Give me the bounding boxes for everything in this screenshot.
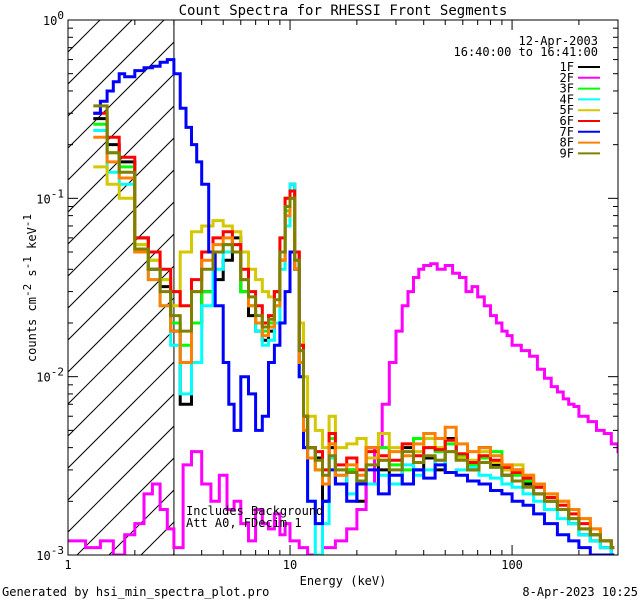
attenuator-hatch-region [68,20,174,555]
footer-generated-by: Generated by hsi_min_spectra_plot.pro [2,585,269,599]
x-axis-label: Energy (keV) [300,574,387,588]
hatch-line [68,73,174,181]
y-tick-label: 100 [43,9,64,28]
hatch-line [68,20,101,53]
hatch-line [68,201,174,309]
hatch-line [68,233,174,341]
series-line-5F [93,165,615,550]
legend-label-3F: 3F [560,82,574,96]
observation-time-range: 16:40:00 to 16:41:00 [454,45,599,59]
y-axis-label-sup2: -1 [21,256,34,269]
hatch-line [68,393,174,501]
series-line-8F [93,135,615,550]
legend-label-4F: 4F [560,92,574,106]
hatch-line [68,20,133,85]
annotation-background: Includes Background [186,504,323,518]
x-tick-label: 10 [283,558,297,572]
hatch-line [68,20,165,117]
y-tick-label: 10-1 [36,187,64,206]
y-tick-label: 10-3 [36,544,64,563]
x-tick-label: 100 [501,558,523,572]
x-tick-label: 1 [64,558,71,572]
hatch-line [68,265,174,373]
legend-label-7F: 7F [560,125,574,139]
series-line-2F [68,262,618,555]
y-axis-label-sup1: -2 [21,284,34,297]
y-axis-label-end: keV [25,227,39,256]
y-axis-label-sup3: -1 [21,214,34,227]
legend-label-2F: 2F [560,71,574,85]
legend-label-9F: 9F [560,146,574,160]
series-line-9F [93,104,615,550]
axis-layer: 1 10 100 100 10-1 10-2 10-3 [36,9,619,572]
footer-timestamp: 8-Apr-2023 10:25 [522,585,638,599]
plot-frame [67,19,619,556]
annotation-attenuator: Att A0, FDecim 1 [186,516,302,530]
hatch-line [68,425,174,533]
series-line-4F [93,129,615,555]
legend-label-6F: 6F [560,114,574,128]
observation-date: 12-Apr-2003 [519,34,598,48]
y-axis-label-main: counts cm [25,297,39,362]
y-axis-label: counts cm-2 s-1 keV-1 [21,214,39,362]
series-line-6F [93,111,615,550]
y-tick-label: 10-2 [36,366,64,385]
series-layer [68,58,618,555]
hatch-line [68,20,69,21]
legend-label-5F: 5F [560,103,574,117]
legend-label-8F: 8F [560,136,574,150]
hatch-line [68,105,174,213]
legend-label-1F: 1F [560,60,574,74]
hatch-line [68,361,174,469]
hatch-line [76,457,174,555]
y-axis-label-mid: s [25,269,39,283]
chart-title: Count Spectra for RHESSI Front Segments [179,3,508,19]
